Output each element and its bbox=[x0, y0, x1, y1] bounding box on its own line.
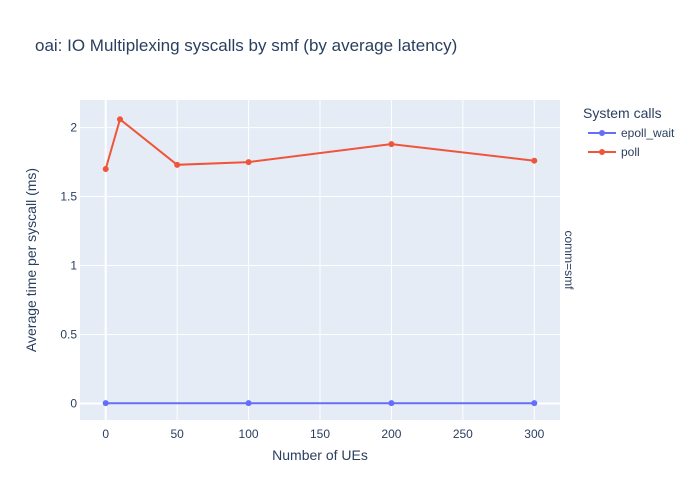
y-axis-label: Average time per syscall (ms) bbox=[23, 168, 39, 352]
series-layer bbox=[102, 116, 538, 407]
y-tick-label: 0.5 bbox=[60, 327, 77, 341]
legend-swatch-marker bbox=[599, 130, 605, 136]
x-tick-label: 200 bbox=[381, 427, 401, 441]
legend-item-epoll_wait[interactable]: epoll_wait bbox=[588, 126, 675, 140]
data-point-epoll_wait[interactable] bbox=[388, 400, 395, 407]
legend-swatch-marker bbox=[599, 149, 605, 155]
y-tick-label: 1 bbox=[70, 259, 77, 273]
legend-title: System calls bbox=[583, 105, 662, 121]
series-epoll_wait bbox=[102, 400, 538, 407]
series-line-poll bbox=[104, 117, 535, 170]
legend-item-poll[interactable]: poll bbox=[588, 145, 640, 159]
data-point-poll[interactable] bbox=[102, 165, 109, 172]
tick-labels: 0 50 100 150 200 250 300 0 0.5 1 1.5 2 bbox=[60, 121, 544, 441]
data-point-epoll_wait[interactable] bbox=[531, 400, 538, 407]
chart-title: oai: IO Multiplexing syscalls by smf (by… bbox=[35, 36, 457, 55]
data-point-poll[interactable] bbox=[117, 116, 123, 123]
y-tick-label: 0 bbox=[70, 396, 77, 410]
y-tick-label: 1.5 bbox=[60, 190, 77, 204]
x-axis-label: Number of UEs bbox=[272, 447, 368, 463]
data-point-epoll_wait[interactable] bbox=[245, 400, 252, 407]
x-tick-label: 150 bbox=[310, 427, 330, 441]
x-tick-label: 300 bbox=[524, 427, 544, 441]
facet-label: comm=smf bbox=[562, 230, 576, 290]
data-point-epoll_wait[interactable] bbox=[102, 400, 109, 407]
data-point-poll[interactable] bbox=[245, 159, 252, 166]
x-tick-label: 100 bbox=[239, 427, 259, 441]
data-point-poll[interactable] bbox=[388, 141, 395, 148]
series-poll bbox=[102, 116, 538, 172]
data-point-poll[interactable] bbox=[531, 157, 538, 164]
data-point-poll[interactable] bbox=[174, 161, 181, 168]
x-tick-label: 50 bbox=[170, 427, 184, 441]
legend-label: poll bbox=[621, 145, 640, 159]
y-tick-label: 2 bbox=[70, 121, 77, 135]
x-tick-label: 0 bbox=[102, 427, 109, 441]
x-tick-label: 250 bbox=[453, 427, 473, 441]
legend-label: epoll_wait bbox=[621, 126, 675, 140]
